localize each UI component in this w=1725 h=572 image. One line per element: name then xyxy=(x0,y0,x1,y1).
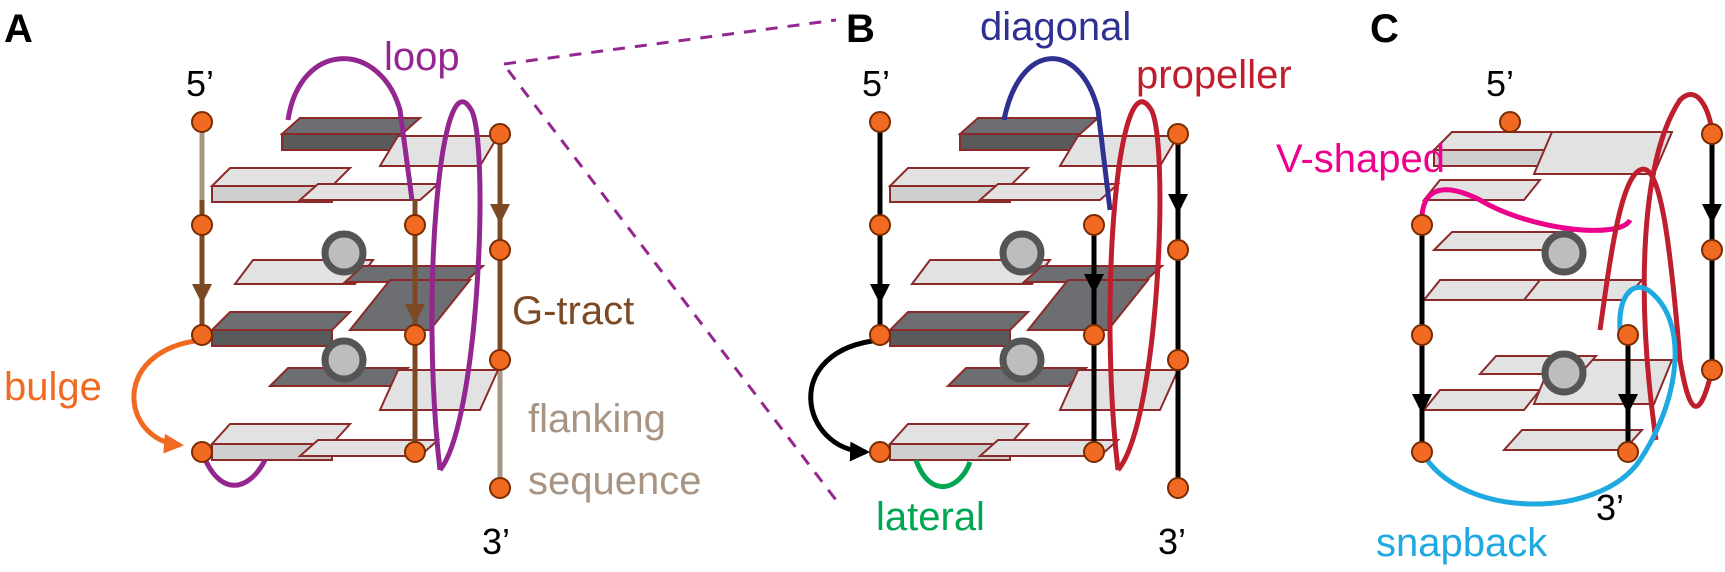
loop-line-2 xyxy=(429,99,483,472)
zoom-connector xyxy=(503,18,838,501)
loop-label: loop xyxy=(384,35,460,79)
g-tract-label: G-tract xyxy=(512,289,634,333)
propeller-label: propeller xyxy=(1136,53,1292,97)
loop-line-3 xyxy=(199,451,268,488)
lateral-label: lateral xyxy=(876,495,985,539)
ion-b-2 xyxy=(999,337,1045,383)
tetrad-slabs xyxy=(209,117,500,461)
snapback-loop xyxy=(1419,285,1678,507)
tetrad-slabs-b xyxy=(887,117,1180,461)
snapback-label: snapback xyxy=(1376,521,1548,565)
tetrad-slabs-c xyxy=(1421,131,1674,451)
loop-line xyxy=(285,56,415,201)
panel-c-5prime: 5’ xyxy=(1486,63,1514,104)
vshaped-loop xyxy=(1419,187,1633,233)
propeller-loop-c-2 xyxy=(1597,166,1715,409)
ion-b-1 xyxy=(999,230,1045,276)
panel-a-label: A xyxy=(4,7,33,51)
panel-c: C xyxy=(1276,7,1723,565)
ion-c-2 xyxy=(1541,350,1587,396)
lateral-loop xyxy=(913,459,973,490)
flanking-label-1: flanking xyxy=(528,397,666,441)
bulge-line xyxy=(131,337,203,454)
panel-b-label: B xyxy=(846,7,875,51)
nucleotide-nodes xyxy=(191,111,511,499)
panel-c-3prime: 3’ xyxy=(1596,487,1624,528)
panel-a: A xyxy=(4,7,701,562)
vshaped-label: V-shaped xyxy=(1276,137,1445,181)
bulge-line-b xyxy=(808,337,881,462)
diagonal-loop xyxy=(1001,56,1113,211)
nucleotide-nodes-b xyxy=(869,111,1189,499)
bulge-label: bulge xyxy=(4,365,102,409)
propeller-loop-c xyxy=(1641,92,1715,441)
nucleotide-nodes-c xyxy=(1411,111,1723,463)
ion-c-1 xyxy=(1541,230,1587,276)
panel-b-5prime: 5’ xyxy=(862,63,890,104)
diagonal-label: diagonal xyxy=(980,5,1131,49)
ion-1 xyxy=(321,230,367,276)
panel-b: B xyxy=(808,5,1292,562)
panel-c-label: C xyxy=(1370,7,1399,51)
panel-a-5prime: 5’ xyxy=(186,63,214,104)
ion-2 xyxy=(321,337,367,383)
panel-b-3prime: 3’ xyxy=(1158,521,1186,562)
flanking-label-2: sequence xyxy=(528,459,701,503)
propeller-loop xyxy=(1107,99,1163,472)
panel-a-3prime: 3’ xyxy=(482,521,510,562)
